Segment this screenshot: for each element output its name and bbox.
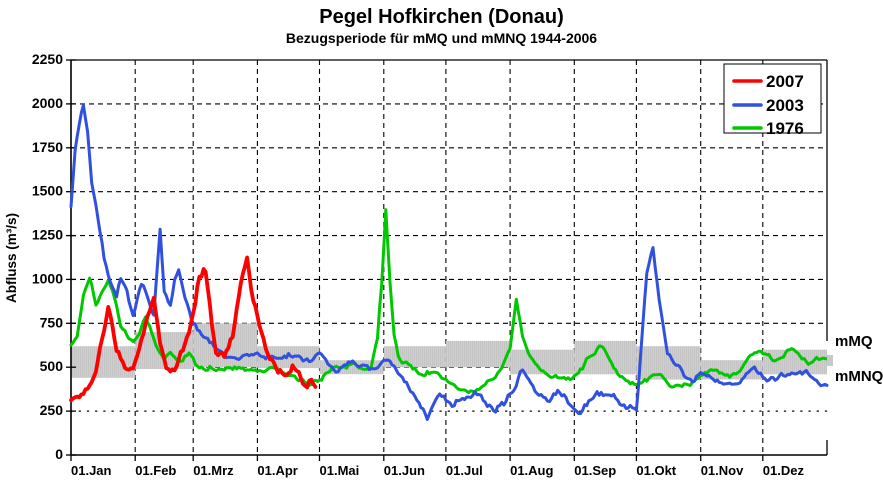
svg-text:01.Mai: 01.Mai xyxy=(320,463,360,478)
svg-text:01.Aug: 01.Aug xyxy=(510,463,553,478)
svg-text:500: 500 xyxy=(40,358,64,374)
svg-text:01.Jun: 01.Jun xyxy=(384,463,425,478)
svg-text:01.Sep: 01.Sep xyxy=(574,463,616,478)
svg-text:01.Mrz: 01.Mrz xyxy=(193,463,234,478)
svg-text:2250: 2250 xyxy=(32,51,63,67)
svg-text:01.Jan: 01.Jan xyxy=(71,463,112,478)
svg-text:01.Feb: 01.Feb xyxy=(135,463,176,478)
svg-text:01.Okt: 01.Okt xyxy=(636,463,676,478)
svg-text:750: 750 xyxy=(40,314,64,330)
svg-text:2003: 2003 xyxy=(766,96,804,115)
svg-text:mMQ: mMQ xyxy=(835,333,873,350)
svg-text:1000: 1000 xyxy=(32,270,63,286)
svg-text:1250: 1250 xyxy=(32,227,63,243)
svg-text:01.Nov: 01.Nov xyxy=(701,463,744,478)
svg-text:2007: 2007 xyxy=(766,72,804,91)
svg-text:01.Jul: 01.Jul xyxy=(446,463,483,478)
svg-text:0: 0 xyxy=(55,446,63,462)
svg-text:Abfluss (m³/s): Abfluss (m³/s) xyxy=(4,213,19,303)
svg-text:01.Apr: 01.Apr xyxy=(257,463,297,478)
svg-text:250: 250 xyxy=(40,402,64,418)
svg-text:2000: 2000 xyxy=(32,95,63,111)
svg-text:1750: 1750 xyxy=(32,139,63,155)
svg-text:mMNQ: mMNQ xyxy=(835,368,883,385)
svg-text:1976: 1976 xyxy=(766,119,804,138)
svg-text:1500: 1500 xyxy=(32,183,63,199)
svg-text:01.Dez: 01.Dez xyxy=(763,463,805,478)
